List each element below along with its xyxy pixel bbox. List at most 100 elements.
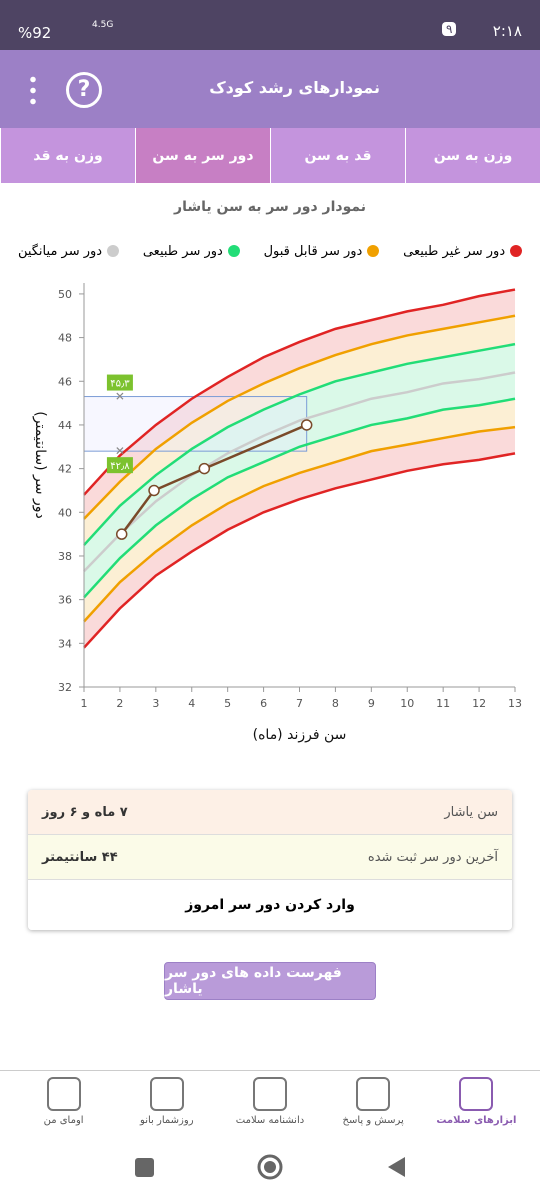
y-tick-label: 40 bbox=[58, 506, 72, 519]
reference-label-bg bbox=[106, 374, 133, 391]
legend-label: دور سر میانگین bbox=[17, 243, 103, 259]
legend-swatch bbox=[510, 245, 523, 257]
battery: %92 bbox=[18, 24, 52, 42]
back-button[interactable] bbox=[388, 1157, 405, 1177]
legend-label: دور سر غیر طبیعی bbox=[403, 243, 506, 259]
y-tick-label: 36 bbox=[58, 594, 72, 607]
menu[interactable] bbox=[30, 74, 36, 106]
nav-label: روزشمار بانو bbox=[140, 1115, 194, 1126]
nav-item[interactable]: دانشنامه سلامت bbox=[218, 1071, 321, 1140]
nav-icon bbox=[149, 1077, 184, 1111]
nav-icon bbox=[252, 1077, 287, 1111]
info-row: آخرین دور سر ثبت شده ۴۴ سانتیمتر bbox=[28, 835, 512, 880]
chart-title: نمودار دور سر به سن یاشار bbox=[173, 199, 366, 215]
x-tick-label: 5 bbox=[224, 697, 231, 710]
info-label: آخرین دور سر ثبت شده bbox=[367, 849, 498, 865]
curve bbox=[83, 342, 516, 546]
y-tick-label: 42 bbox=[58, 463, 72, 476]
x-axis-label: سن فرزند (ماه) bbox=[253, 727, 347, 743]
x-tick-label: 4 bbox=[188, 697, 195, 710]
info-action[interactable]: وارد کردن دور سر امروز bbox=[28, 880, 512, 930]
curve bbox=[83, 397, 516, 599]
recent-button[interactable] bbox=[135, 1158, 154, 1177]
list-button[interactable]: فهرست داده های دور سر یاشار bbox=[164, 962, 376, 1000]
nav-item[interactable]: پرسش و پاسخ bbox=[322, 1071, 425, 1140]
home-button[interactable] bbox=[257, 1154, 283, 1180]
chart: نمودار دور سر به سن یاشار 32343638404244… bbox=[32, 199, 522, 743]
y-tick-label: 50 bbox=[58, 288, 72, 301]
measurement-point bbox=[198, 462, 211, 475]
tabs: وزن به سن قد به سن دور سر به سن وزن به قد bbox=[0, 128, 540, 183]
reference-label: ۴۲٫۸ bbox=[110, 461, 130, 472]
x-tick-label: 3 bbox=[152, 697, 159, 710]
x-tick-label: 6 bbox=[260, 697, 267, 710]
y-tick-label: 32 bbox=[58, 681, 72, 694]
legend-item: دور سر قابل قبول bbox=[264, 240, 380, 262]
y-axis-label: دور سر (سانتیمتر) bbox=[32, 411, 48, 518]
x-tick-label: 12 bbox=[472, 697, 486, 710]
y-tick-label: 48 bbox=[58, 332, 72, 345]
curve bbox=[83, 314, 516, 520]
legend-label: دور سر طبیعی bbox=[142, 243, 223, 259]
status-bar: %92 4.5G ۹ ۲:۱۸ bbox=[0, 0, 540, 50]
tab[interactable]: قد به سن bbox=[270, 128, 405, 183]
header-title: نمودارهای رشد کودک bbox=[209, 78, 380, 97]
reference-x: ✕ bbox=[115, 390, 125, 404]
legend-swatch bbox=[367, 245, 380, 257]
nav-icon bbox=[46, 1077, 81, 1111]
home-dot bbox=[264, 1161, 276, 1173]
nav-item[interactable]: ابزارهای سلامت bbox=[425, 1071, 528, 1140]
band-base bbox=[84, 344, 515, 598]
x-tick-label: 1 bbox=[81, 697, 88, 710]
network: 4.5G bbox=[92, 20, 114, 30]
legend-item: دور سر میانگین bbox=[17, 240, 120, 262]
curve bbox=[83, 371, 516, 573]
time: ۲:۱۸ bbox=[492, 22, 522, 40]
curve bbox=[83, 425, 516, 623]
legend-item: دور سر غیر طبیعی bbox=[403, 240, 523, 262]
x-tick-label: 10 bbox=[400, 697, 414, 710]
nav-item[interactable]: روزشمار بانو bbox=[115, 1071, 218, 1140]
reference-x: ✕ bbox=[115, 444, 125, 458]
info-label: سن یاشار bbox=[444, 804, 498, 820]
tab[interactable]: دور سر به سن bbox=[135, 128, 270, 183]
x-tick-label: 11 bbox=[436, 697, 450, 710]
legend-swatch bbox=[227, 245, 240, 257]
curve bbox=[83, 452, 516, 649]
info-card: سن یاشار ۷ ماه و ۶ روز آخرین دور سر ثبت شد… bbox=[28, 790, 512, 930]
measurement-point bbox=[115, 528, 128, 540]
badge: ۹ bbox=[442, 22, 457, 36]
info-value: ۷ ماه و ۶ روز bbox=[42, 804, 128, 820]
curve bbox=[83, 288, 516, 496]
y-tick-label: 44 bbox=[58, 419, 72, 432]
x-tick-label: 2 bbox=[116, 697, 123, 710]
reference-label: ۴۵٫۳ bbox=[110, 379, 130, 390]
nav-item[interactable]: اومای من bbox=[12, 1071, 115, 1140]
tab[interactable]: وزن به قد bbox=[0, 128, 135, 183]
header: ? نمودارهای رشد کودک bbox=[0, 50, 540, 128]
tab[interactable]: وزن به سن bbox=[405, 128, 540, 183]
measurement-line bbox=[120, 423, 308, 535]
info-row: سن یاشار ۷ ماه و ۶ روز bbox=[28, 790, 512, 835]
system-nav bbox=[135, 1154, 405, 1180]
band-fill bbox=[84, 344, 515, 598]
reference-label-bg bbox=[106, 457, 133, 474]
nav-label: اومای من bbox=[43, 1115, 84, 1126]
measurement-point bbox=[148, 484, 160, 497]
legend-item: دور سر طبیعی bbox=[143, 240, 240, 262]
legend-swatch bbox=[107, 245, 120, 257]
help-button[interactable]: ? bbox=[66, 72, 102, 108]
legend-label: دور سر قابل قبول bbox=[263, 243, 363, 259]
info-value: ۴۴ سانتیمتر bbox=[42, 849, 118, 865]
nav-label: دانشنامه سلامت bbox=[235, 1115, 305, 1126]
measurement-point bbox=[300, 419, 313, 431]
x-tick-label: 7 bbox=[296, 697, 303, 710]
nav-label: پرسش و پاسخ bbox=[342, 1115, 404, 1126]
x-tick-label: 9 bbox=[368, 697, 375, 710]
legend: دور سر غیر طبیعی دور سر قابل قبول دور سر ط… bbox=[0, 240, 540, 262]
y-tick-label: 34 bbox=[58, 637, 72, 650]
y-tick-label: 46 bbox=[58, 375, 72, 388]
nav-label: ابزارهای سلامت bbox=[436, 1115, 517, 1126]
nav-icon bbox=[459, 1077, 494, 1111]
